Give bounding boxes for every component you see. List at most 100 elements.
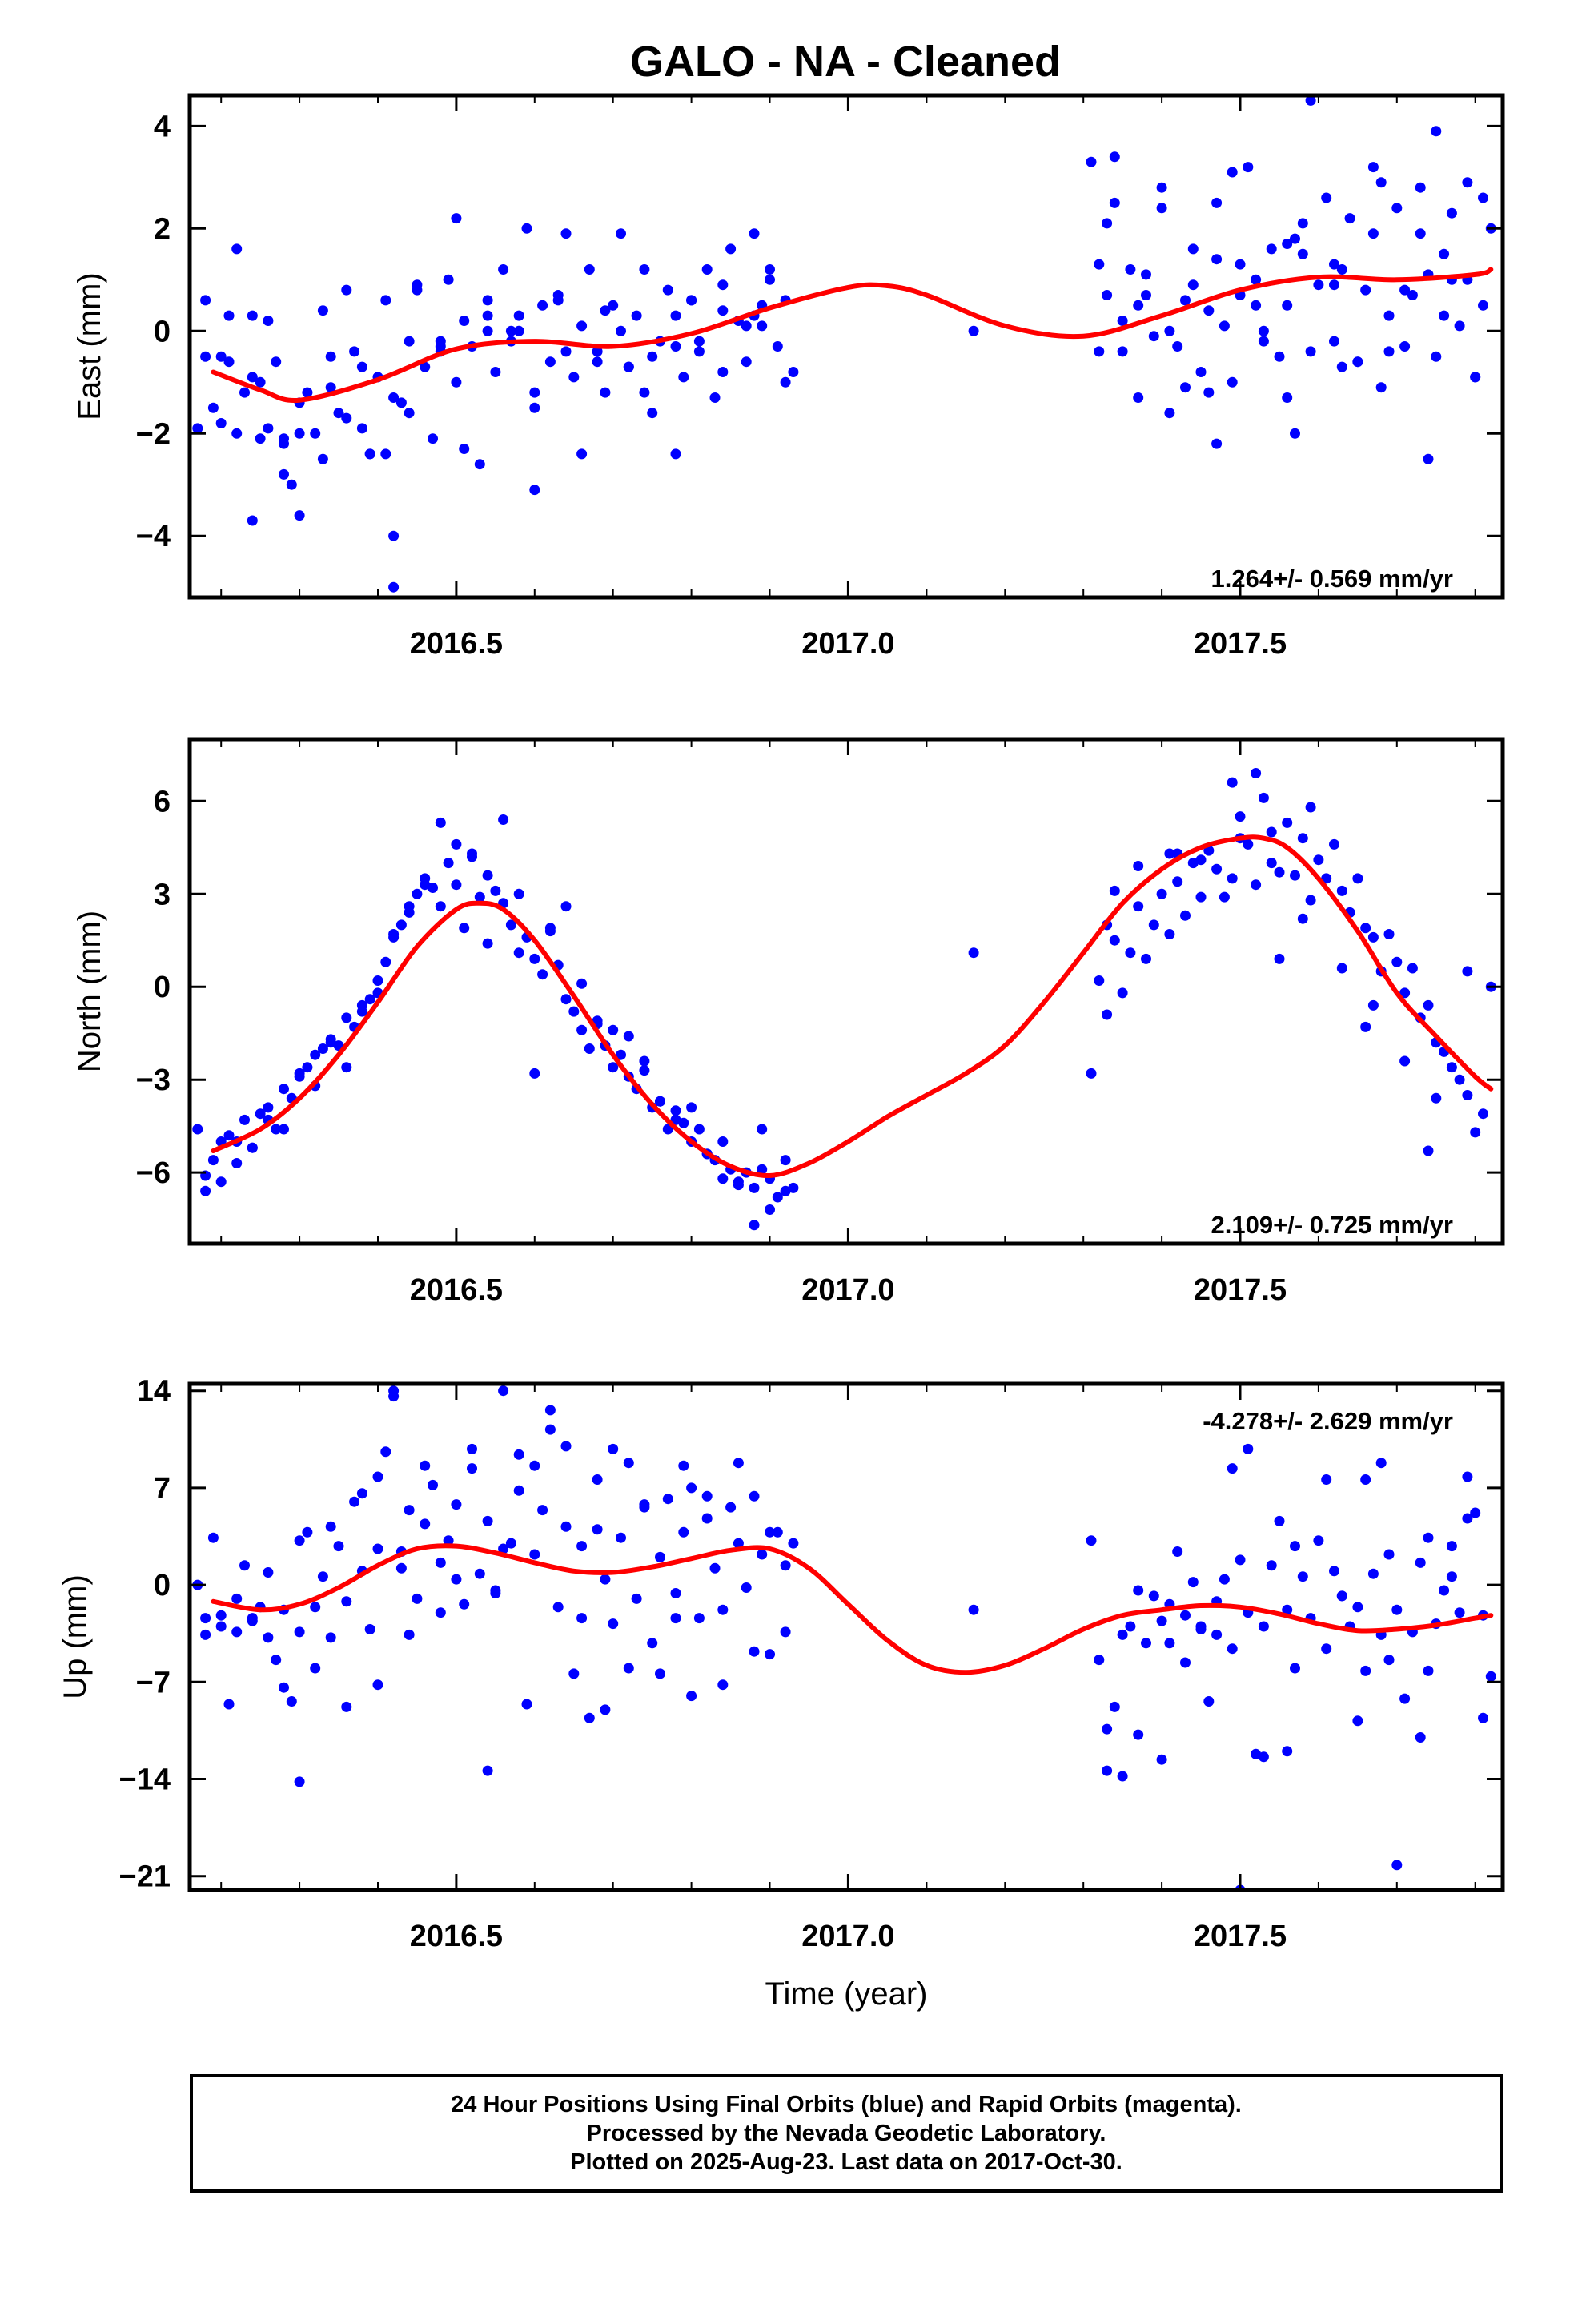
data-point xyxy=(349,1496,360,1507)
model-curve xyxy=(211,1543,1494,1675)
data-point xyxy=(788,1182,799,1193)
data-point xyxy=(1227,1643,1238,1655)
data-point xyxy=(310,1049,321,1060)
data-point xyxy=(1164,1638,1175,1649)
data-point xyxy=(286,1696,297,1707)
data-point xyxy=(1423,453,1434,464)
data-point xyxy=(1383,310,1395,321)
data-point xyxy=(435,1607,446,1618)
data-point xyxy=(623,361,634,372)
data-point xyxy=(544,1405,556,1416)
data-point xyxy=(1243,1443,1254,1454)
data-point xyxy=(482,870,493,881)
data-point xyxy=(372,975,383,986)
data-point xyxy=(725,243,737,255)
data-point xyxy=(670,341,681,352)
data-point xyxy=(1235,1554,1246,1566)
data-point xyxy=(1367,1568,1379,1579)
data-point xyxy=(1305,802,1316,813)
data-point xyxy=(709,1562,721,1574)
data-point xyxy=(1180,295,1191,306)
data-point xyxy=(341,284,352,296)
data-point xyxy=(1227,1463,1238,1474)
x-tick-label: 2016.5 xyxy=(410,1273,503,1307)
data-point xyxy=(420,361,431,372)
data-point xyxy=(1297,1571,1308,1582)
data-point xyxy=(325,351,336,362)
data-point xyxy=(576,1613,588,1624)
data-point xyxy=(1431,1092,1442,1104)
data-point xyxy=(1423,1532,1434,1543)
data-point xyxy=(1367,931,1379,943)
data-point xyxy=(396,397,407,408)
data-point xyxy=(1329,259,1339,270)
x-tick-label: 2017.5 xyxy=(1194,627,1287,661)
data-point xyxy=(1391,1604,1403,1615)
footer-box: 24 Hour Positions Using Final Orbits (bl… xyxy=(190,2074,1503,2193)
data-point xyxy=(733,1176,744,1188)
data-point xyxy=(1336,885,1347,896)
data-point xyxy=(1329,838,1339,850)
data-point xyxy=(1282,817,1293,828)
data-point xyxy=(1290,233,1300,244)
data-point xyxy=(1462,966,1473,977)
data-point xyxy=(1282,1746,1293,1757)
data-point xyxy=(451,376,462,388)
data-point xyxy=(1180,1657,1191,1668)
data-point xyxy=(1321,1474,1332,1485)
data-point xyxy=(655,1096,665,1107)
data-point xyxy=(1274,866,1285,878)
data-point xyxy=(474,459,485,470)
data-point xyxy=(231,243,243,255)
data-point xyxy=(364,448,375,460)
data-point xyxy=(639,264,650,275)
data-point xyxy=(1203,305,1215,316)
data-point xyxy=(302,1526,313,1538)
data-point xyxy=(765,264,775,275)
data-point xyxy=(592,356,603,368)
data-point xyxy=(215,418,227,428)
y-tick-label: 0 xyxy=(154,971,171,1004)
data-point xyxy=(443,274,454,285)
data-point xyxy=(1172,341,1183,352)
data-point xyxy=(1094,975,1105,986)
data-point xyxy=(1266,858,1277,869)
data-point xyxy=(498,814,509,825)
data-point xyxy=(1415,1732,1426,1743)
data-point xyxy=(765,1204,775,1215)
data-point xyxy=(1439,248,1450,259)
data-point xyxy=(451,1499,462,1510)
data-point xyxy=(372,1679,383,1691)
data-point xyxy=(513,310,524,321)
data-point xyxy=(200,295,211,306)
data-point xyxy=(404,336,415,347)
data-point xyxy=(1352,356,1363,368)
y-tick-label: 0 xyxy=(154,315,171,348)
data-point xyxy=(560,346,572,357)
data-point xyxy=(396,919,407,931)
data-point xyxy=(271,356,282,368)
data-point xyxy=(584,1712,595,1723)
data-point xyxy=(608,1062,619,1073)
data-point xyxy=(670,1588,681,1598)
data-point xyxy=(1156,182,1167,193)
data-point xyxy=(552,1602,564,1613)
data-point xyxy=(576,1024,588,1035)
data-point xyxy=(1195,854,1207,866)
data-point xyxy=(717,305,729,316)
data-point xyxy=(317,453,328,464)
data-point xyxy=(1086,156,1097,167)
data-point xyxy=(968,325,979,336)
data-point xyxy=(1329,1566,1339,1577)
data-point xyxy=(1258,336,1269,347)
data-point xyxy=(333,1541,344,1552)
data-point xyxy=(388,392,400,403)
data-point xyxy=(749,1182,760,1193)
rate-annotation: 2.109+/- 0.725 mm/yr xyxy=(1211,1211,1453,1239)
data-point xyxy=(404,408,415,419)
y-axis-label: North (mm) xyxy=(72,911,107,1072)
data-point xyxy=(247,310,258,321)
data-point xyxy=(1094,259,1105,270)
data-point xyxy=(435,336,446,347)
data-point xyxy=(1258,792,1269,803)
